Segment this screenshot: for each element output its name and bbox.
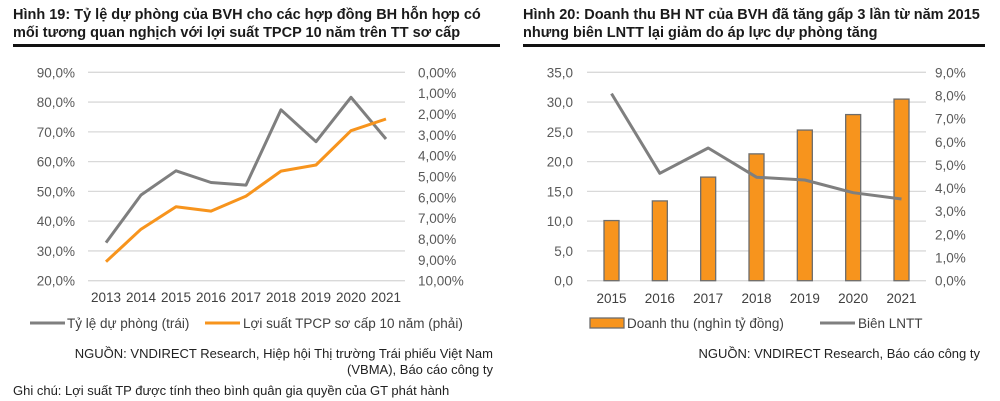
- left-axis-tick: 0,0: [554, 274, 573, 289]
- left-axis-tick: 80,0%: [37, 95, 75, 110]
- x-axis-tick: 2020: [336, 290, 366, 305]
- bar-revenue: [845, 113, 862, 282]
- right-axis-tick: 4,0%: [935, 181, 966, 196]
- x-axis-tick: 2021: [886, 291, 916, 306]
- left-axis-tick: 15,0: [547, 184, 573, 199]
- bar-revenue: [796, 129, 813, 282]
- right-axis-tick: 0,0%: [935, 274, 966, 289]
- right-axis-tick: 7,00%: [418, 211, 456, 226]
- figure-20-source: NGUỒN: VNDIRECT Research, Báo cáo công t…: [698, 346, 980, 361]
- right-axis-tick: 2,00%: [418, 107, 456, 122]
- figure-19-source: NGUỒN: VNDIRECT Research, Hiệp hội Thị t…: [0, 346, 493, 378]
- left-axis-tick: 50,0%: [37, 184, 75, 199]
- right-axis-tick: 9,0%: [935, 65, 966, 80]
- left-axis-tick: 20,0: [547, 155, 573, 170]
- right-axis-tick: 4,00%: [418, 149, 456, 164]
- left-axis-tick: 70,0%: [37, 125, 75, 140]
- figure-19-source-line1: NGUỒN: VNDIRECT Research, Hiệp hội Thị t…: [74, 346, 493, 361]
- figure-19-title-line2: mối tương quan nghịch với lợi suất TPCP …: [13, 25, 461, 41]
- figure-19-divider: [13, 44, 500, 47]
- bar-revenue: [603, 219, 620, 282]
- figure-19-note: Ghi chú: Lợi suất TP được tính theo bình…: [13, 383, 450, 398]
- x-axis-tick: 2018: [741, 291, 771, 306]
- figure-19-chart: 90,0% 80,0% 70,0% 60,0% 50,0% 40,0% 30,0% 20,0%…: [30, 65, 464, 331]
- left-axis-tick: 30,0%: [37, 244, 75, 259]
- figure-19-source-line2: (VBMA), Báo cáo công ty: [347, 362, 493, 377]
- left-axis-tick: 20,0%: [37, 274, 75, 289]
- right-axis-tick: 8,0%: [935, 88, 966, 103]
- right-axis-tick: 10,00%: [418, 274, 464, 289]
- right-axis-tick: 6,00%: [418, 190, 456, 205]
- legend-label-revenue: Doanh thu (nghìn tỷ đồng): [627, 316, 784, 331]
- x-axis-tick: 2013: [91, 290, 121, 305]
- x-axis-tick: 2016: [196, 290, 226, 305]
- left-axis-tick: 35,0: [547, 65, 573, 80]
- right-axis-tick: 5,00%: [418, 170, 456, 185]
- legend-label-bond-yield: Lợi suất TPCP sơ cấp 10 năm (phải): [243, 316, 463, 331]
- figure-19-title: Hình 19: Tỷ lệ dự phòng của BVH cho các …: [13, 6, 481, 42]
- right-axis-tick: 3,00%: [418, 128, 456, 143]
- bar-revenue: [651, 200, 668, 282]
- right-axis-tick: 5,0%: [935, 158, 966, 173]
- left-axis-tick: 90,0%: [37, 65, 75, 80]
- legend-label-provision-ratio: Tỷ lệ dự phòng (trái): [67, 316, 189, 331]
- x-axis-tick: 2015: [596, 291, 626, 306]
- figure-20-divider: [523, 44, 985, 47]
- x-axis-tick: 2020: [838, 291, 868, 306]
- bar-revenue: [893, 98, 910, 282]
- x-axis-tick: 2019: [790, 291, 820, 306]
- figure-20-chart: 35,0 30,0 25,0 20,0 15,0 10,0 5,0 0,0 9,0% 8,0% 7,…: [547, 65, 966, 331]
- x-axis-tick: 2015: [161, 290, 191, 305]
- right-axis-tick: 7,0%: [935, 112, 966, 127]
- figure-20-title: Hình 20: Doanh thu BH NT của BVH đã tăng…: [523, 6, 980, 42]
- right-axis-tick: 9,00%: [418, 253, 456, 268]
- right-axis-tick: 0,00%: [418, 65, 456, 80]
- bar-revenue: [748, 153, 765, 282]
- right-axis-tick: 8,00%: [418, 232, 456, 247]
- left-axis-tick: 25,0: [547, 125, 573, 140]
- right-axis-tick: 6,0%: [935, 135, 966, 150]
- left-axis-tick: 5,0: [554, 244, 573, 259]
- left-axis-tick: 10,0: [547, 214, 573, 229]
- x-axis-tick: 2017: [231, 290, 261, 305]
- x-axis-tick: 2014: [126, 290, 157, 305]
- x-axis-tick: 2017: [693, 291, 723, 306]
- x-axis-tick: 2021: [371, 290, 401, 305]
- x-axis-tick: 2016: [645, 291, 675, 306]
- right-axis-tick: 3,0%: [935, 204, 966, 219]
- bar-revenue: [700, 176, 717, 282]
- figure-20-title-line2: nhưng biên LNTT lại giảm do áp lực dự ph…: [523, 25, 878, 41]
- left-axis-tick: 40,0%: [37, 214, 75, 229]
- left-axis-tick: 60,0%: [37, 155, 75, 170]
- right-axis-tick: 2,0%: [935, 227, 966, 242]
- right-axis-tick: 1,0%: [935, 251, 966, 266]
- right-axis-tick: 1,00%: [418, 86, 456, 101]
- figure-20-title-line1: Hình 20: Doanh thu BH NT của BVH đã tăng…: [523, 7, 980, 23]
- legend-swatch-revenue: [589, 317, 625, 329]
- legend-label-pretax-margin: Biên LNTT: [858, 316, 923, 331]
- figure-19-title-line1: Hình 19: Tỷ lệ dự phòng của BVH cho các …: [13, 7, 481, 23]
- x-axis-tick: 2019: [301, 290, 331, 305]
- left-axis-tick: 30,0: [547, 95, 573, 110]
- x-axis-tick: 2018: [266, 290, 296, 305]
